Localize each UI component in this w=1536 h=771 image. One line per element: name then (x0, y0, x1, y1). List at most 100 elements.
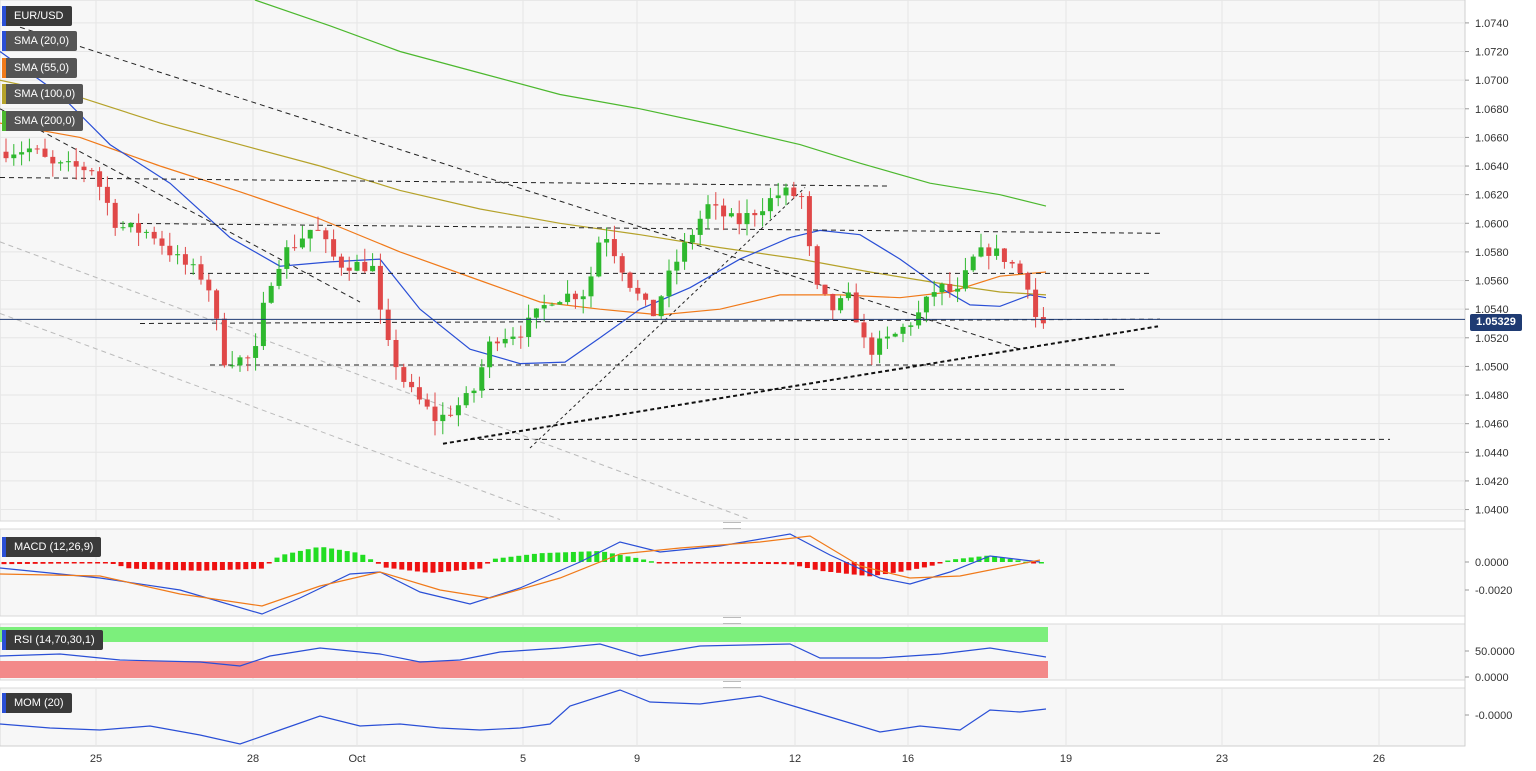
candle-body (1001, 248, 1007, 262)
mom-tick-label: -0.0000 (1475, 710, 1512, 722)
macd-histogram-bar (687, 562, 693, 564)
candle-body (175, 254, 181, 256)
candle-body (580, 296, 586, 300)
candle-body (838, 298, 844, 311)
candle-body (596, 242, 602, 277)
macd-histogram-bar (134, 562, 140, 569)
macd-histogram-bar (336, 549, 342, 562)
candle-body (42, 148, 48, 157)
rsi-pane-resize-handle[interactable] (723, 617, 741, 624)
sma200-color-bar (2, 111, 6, 131)
macd-histogram-bar (820, 562, 826, 572)
macd-histogram-bar (141, 562, 147, 570)
macd-histogram-bar (422, 562, 428, 573)
macd-histogram-bar (609, 553, 615, 562)
macd-tick-label: -0.0020 (1475, 585, 1512, 597)
macd-histogram-bar (368, 559, 374, 562)
candle-body (658, 296, 664, 317)
price-tick-label: 1.0520 (1475, 333, 1509, 345)
macd-pane-resize-handle[interactable] (723, 522, 741, 529)
candle-body (752, 213, 758, 216)
price-tick-label: 1.0620 (1475, 190, 1509, 202)
macd-histogram-bar (469, 562, 475, 570)
candle-body (767, 198, 773, 212)
candle-body (502, 338, 508, 344)
candle-body (97, 171, 103, 187)
macd-label[interactable]: MACD (12,26,9) (2, 537, 102, 557)
candle-body (206, 279, 212, 291)
candle-body (721, 205, 727, 217)
candle-body (440, 414, 446, 422)
candle-body (541, 305, 547, 309)
macd-histogram-bar (508, 556, 514, 562)
macd-histogram-bar (383, 562, 389, 568)
candle-body (34, 148, 40, 150)
sma100-label[interactable]: SMA (100,0) (2, 84, 84, 104)
macd-histogram-bar (212, 562, 218, 571)
macd-histogram-bar (797, 562, 803, 567)
macd-histogram-bar (921, 562, 927, 568)
candle-body (143, 231, 149, 233)
sma55-label[interactable]: SMA (55,0) (2, 58, 78, 78)
sma200-label-text: SMA (200,0) (14, 115, 76, 127)
macd-histogram-bar (524, 554, 530, 562)
macd-histogram-bar (173, 562, 179, 571)
macd-histogram-bar (641, 559, 647, 562)
macd-histogram-bar (742, 562, 748, 564)
candle-body (666, 270, 672, 297)
price-tick-label: 1.0480 (1475, 390, 1509, 402)
macd-histogram-bar (48, 562, 54, 564)
macd-histogram-bar (890, 562, 896, 573)
candle-body (338, 256, 344, 268)
candle-body (198, 264, 204, 280)
macd-histogram-bar (750, 562, 756, 564)
candle-body (962, 270, 968, 289)
macd-histogram-bar (531, 553, 537, 562)
x-tick-label: 28 (247, 753, 259, 765)
macd-histogram-bar (492, 558, 498, 562)
macd-histogram-bar (399, 562, 405, 570)
candle-body (572, 293, 578, 300)
macd-histogram-bar (929, 562, 935, 566)
macd-histogram-bar (594, 551, 600, 562)
candle-body (518, 336, 524, 338)
candle-body (346, 267, 352, 271)
sma200-label[interactable]: SMA (200,0) (2, 111, 84, 131)
candle-body (463, 393, 469, 406)
macd-histogram-bar (765, 562, 771, 565)
candle-body (799, 196, 805, 198)
macd-histogram-bar (703, 562, 709, 564)
candle-body (245, 357, 251, 359)
rsi-label[interactable]: RSI (14,70,30,1) (2, 630, 103, 650)
instrument-label[interactable]: EUR/USD (2, 6, 72, 26)
candle-body (81, 166, 87, 171)
candle-body (432, 406, 438, 422)
macd-histogram-bar (906, 562, 912, 571)
rsi-tick-label: 50.0000 (1475, 646, 1515, 658)
macd-histogram-bar (461, 562, 467, 570)
macd-tick-label: 0.0000 (1475, 557, 1509, 569)
candle-body (471, 390, 477, 394)
candle-body (526, 317, 532, 338)
candle-body (73, 161, 79, 167)
mom-pane-resize-handle[interactable] (723, 681, 741, 688)
candle-body (112, 202, 118, 228)
sma20-label[interactable]: SMA (20,0) (2, 31, 78, 51)
candle-body (260, 302, 266, 347)
macd-signal-line (0, 535, 1041, 607)
mom-label[interactable]: MOM (20) (2, 693, 72, 713)
candle-body (11, 154, 17, 159)
candle-body (299, 238, 305, 248)
candle-body (510, 336, 516, 339)
macd-histogram-bar (180, 562, 186, 571)
candle-body (845, 292, 851, 299)
macd-histogram-bar (344, 551, 350, 562)
candle-body (401, 367, 407, 382)
candle-body (619, 256, 625, 273)
macd-histogram-bar (453, 562, 459, 571)
candle-body (806, 196, 812, 247)
candle-body (385, 309, 391, 341)
macd-histogram-bar (360, 554, 366, 562)
price-tick-label: 1.0580 (1475, 247, 1509, 259)
